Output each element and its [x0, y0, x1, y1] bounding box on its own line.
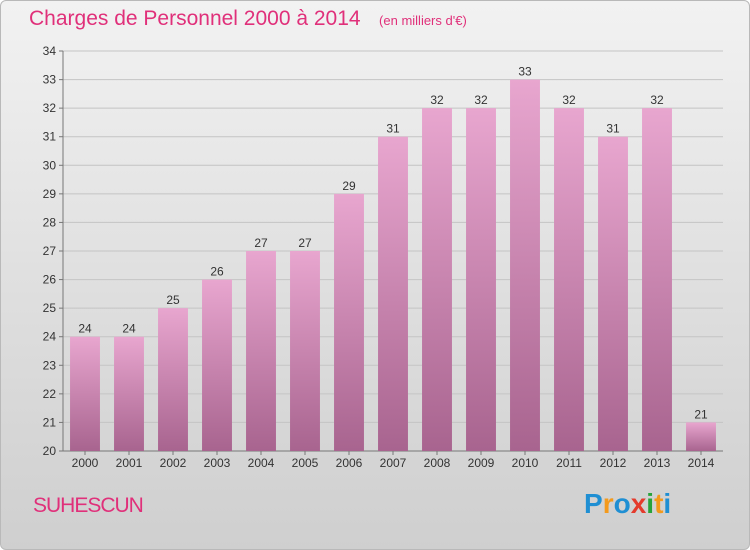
bar	[686, 422, 716, 451]
y-tick-label: 31	[43, 130, 57, 144]
bar-value-label: 31	[386, 122, 400, 136]
x-tick-label: 2006	[336, 456, 363, 470]
bar	[554, 108, 584, 452]
bar	[466, 108, 496, 452]
x-tick-label: 2002	[160, 456, 187, 470]
bar-value-label: 27	[254, 236, 268, 250]
proxiti-logo[interactable]: Proxiti	[584, 488, 671, 520]
bar-value-label: 32	[474, 93, 488, 107]
x-tick-label: 2014	[688, 456, 715, 470]
x-tick-label: 2003	[204, 456, 231, 470]
bar	[70, 336, 100, 451]
y-tick-label: 20	[43, 444, 57, 458]
y-tick-label: 30	[43, 158, 57, 172]
x-tick-label: 2007	[380, 456, 407, 470]
x-tick-label: 2005	[292, 456, 319, 470]
bar	[510, 79, 540, 452]
bar	[290, 251, 320, 451]
bar-value-label: 21	[694, 407, 708, 421]
x-tick-label: 2010	[512, 456, 539, 470]
bar-value-label: 27	[298, 236, 312, 250]
bar	[378, 136, 408, 451]
bar-value-label: 33	[518, 65, 532, 79]
bars	[70, 79, 716, 452]
x-tick-label: 2012	[600, 456, 627, 470]
logo-letter: i	[646, 488, 655, 519]
logo-letter: P	[584, 488, 603, 519]
labels: 24 2000 24 2001 25 2002 26 2003 27 2004 27 2005 29 20…	[72, 65, 715, 470]
bar-value-label: 25	[166, 293, 180, 307]
bar	[334, 193, 364, 451]
bar-value-label: 32	[430, 93, 444, 107]
bar	[642, 108, 672, 452]
bar	[114, 336, 144, 451]
y-tick-label: 33	[43, 73, 57, 87]
y-tick-label: 26	[43, 273, 57, 287]
x-tick-label: 2004	[248, 456, 275, 470]
y-tick-label: 23	[43, 358, 57, 372]
logo-letter: x	[630, 488, 647, 519]
bar-value-label: 26	[210, 265, 224, 279]
y-tick-label: 29	[43, 187, 57, 201]
y-tick-label: 28	[43, 215, 57, 229]
logo-letter: r	[602, 488, 614, 519]
bar	[598, 136, 628, 451]
x-tick-label: 2009	[468, 456, 495, 470]
x-tick-label: 2011	[556, 456, 582, 470]
logo-letter: t	[654, 488, 664, 519]
commune-name: SUHESCUN	[33, 494, 144, 517]
y-tick-label: 24	[43, 330, 57, 344]
y-tick-label: 25	[43, 301, 57, 315]
y-tick-label: 21	[43, 415, 57, 429]
chart-subtitle: (en milliers d'€)	[379, 13, 467, 28]
bar-value-label: 31	[606, 122, 620, 136]
chart-title: Charges de Personnel 2000 à 2014	[29, 7, 361, 30]
bar-value-label: 32	[562, 93, 576, 107]
logo-letter: o	[613, 488, 631, 519]
bar	[246, 251, 276, 451]
bar-value-label: 24	[78, 322, 92, 336]
x-tick-label: 2001	[116, 456, 143, 470]
x-tick-label: 2008	[424, 456, 451, 470]
bar-value-label: 32	[650, 93, 664, 107]
y-tick-label: 32	[43, 101, 57, 115]
title-row: Charges de Personnel 2000 à 2014 (en mil…	[29, 7, 467, 31]
bar	[202, 279, 232, 451]
y-tick-label: 27	[43, 244, 57, 258]
bar-value-label: 29	[342, 179, 356, 193]
y-tick-label: 34	[43, 44, 57, 58]
y-tick-label: 22	[43, 387, 57, 401]
logo-letter: i	[663, 488, 672, 519]
bar	[158, 308, 188, 451]
bar	[422, 108, 452, 452]
x-tick-label: 2000	[72, 456, 99, 470]
x-tick-label: 2013	[644, 456, 671, 470]
bar-value-label: 24	[122, 322, 136, 336]
